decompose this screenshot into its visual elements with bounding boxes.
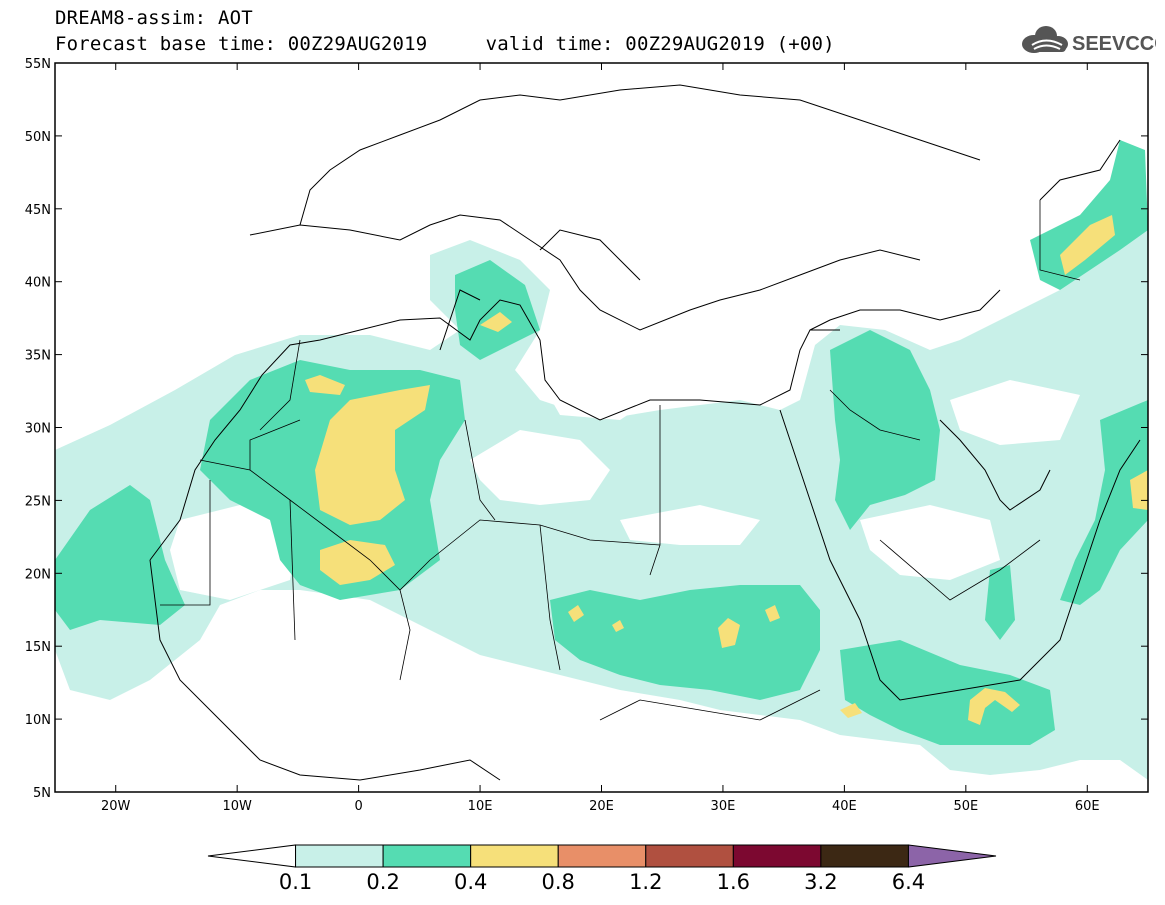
colorbar-swatch: [557, 844, 647, 868]
lat-label: 5N: [33, 786, 51, 801]
coastlines: [149, 84, 1141, 781]
colorbar-label: 0.1: [279, 870, 312, 894]
colorbar-swatch: [470, 844, 559, 868]
lon-label: 60E: [1075, 799, 1100, 814]
chart-title-line1: DREAM8-assim: AOT: [55, 7, 253, 29]
lon-label: 40E: [832, 799, 857, 814]
country-borders: [160, 200, 1081, 721]
lat-label: 20N: [25, 567, 51, 582]
longitude-axis: 20W 10W 0 10E 20E 30E 40E 50E 60E: [101, 63, 1100, 814]
colorbar-label: 0.8: [542, 870, 575, 894]
colorbar-swatch: [207, 844, 297, 868]
colorbar-label: 3.2: [804, 870, 837, 894]
colorbar-label: 0.2: [366, 870, 399, 894]
lat-label: 25N: [25, 494, 51, 509]
colorbar-label: 0.4: [454, 870, 487, 894]
colorbar-swatch: [907, 844, 997, 868]
lon-label: 20E: [589, 799, 614, 814]
lat-label: 55N: [25, 57, 51, 72]
lon-label: 10W: [222, 799, 252, 814]
lon-label: 0: [354, 799, 362, 814]
lat-label: 15N: [25, 640, 51, 655]
aot-layer-0.4: [305, 215, 1148, 725]
colorbar-swatch: [382, 844, 472, 868]
latitude-axis: 55N 50N 45N 40N 35N 30N 25N 20N 15N 10N 5N: [25, 57, 1148, 801]
colorbar: 0.1 0.2 0.4 0.8 1.2 1.6 3.2 6.4: [207, 844, 997, 894]
colorbar-label: 6.4: [892, 870, 925, 894]
colorbar-swatch: [732, 844, 822, 868]
lat-label: 30N: [25, 422, 51, 437]
chart-title-line2: Forecast base time: 00Z29AUG2019 valid t…: [55, 33, 835, 55]
lat-label: 10N: [25, 713, 51, 728]
logo-text: SEEVCCC: [1072, 33, 1156, 55]
lat-label: 35N: [25, 349, 51, 364]
lon-label: 20W: [101, 799, 131, 814]
colorbar-label: 1.6: [717, 870, 750, 894]
colorbar-swatch: [820, 844, 909, 868]
colorbar-swatch: [295, 844, 384, 868]
colorbar-label: 1.2: [629, 870, 662, 894]
lon-label: 10E: [468, 799, 493, 814]
seevccc-logo: SEEVCCC: [1022, 26, 1156, 55]
colorbar-swatch: [645, 844, 734, 868]
lat-label: 40N: [25, 276, 51, 291]
cloud-logo-icon: [1022, 26, 1068, 53]
aot-clear-areas: [170, 380, 1080, 600]
lat-label: 50N: [25, 130, 51, 145]
lon-label: 50E: [953, 799, 978, 814]
lat-label: 45N: [25, 203, 51, 218]
lon-label: 30E: [711, 799, 736, 814]
